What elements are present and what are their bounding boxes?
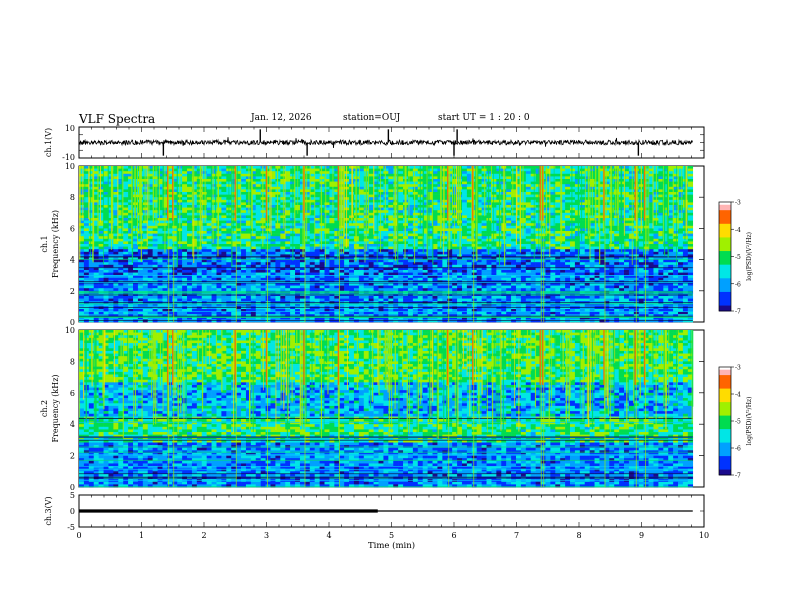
ch1-ytick-label: -10 [62,153,75,162]
spec2-horizontal-lines [79,416,693,488]
spec1-ylabel-channel: ch.1 [40,235,49,252]
colorbar2-tick-label: -7 [735,473,741,480]
spec1-cells [79,166,694,323]
spec2-ylabel-channel: ch.2 [40,400,49,417]
spec2-ytick-label: 10 [65,326,75,335]
colorbar1-tick-label: -6 [735,281,741,288]
spec1-bursts [79,166,688,322]
x-tick-label: 3 [264,531,269,540]
colorbar2-label: log(PSD)(V²/Hz) [746,397,753,446]
ch1-waveform-line [78,137,693,149]
colorbar1-tick-label: -5 [735,254,741,261]
x-tick-label: 4 [326,531,331,540]
colorbar2-tick-label: -3 [735,365,741,372]
x-tick-label: 8 [576,531,581,540]
spec1-ytick-label: 10 [65,162,75,171]
x-tick-label: 5 [389,531,394,540]
spec1-ytick-label: 0 [70,318,75,327]
spec1-ytick-label: 6 [70,224,75,233]
spec2-ytick-label: 8 [70,357,75,366]
spec2-ylabel-frequency: Frequency (kHz) [51,374,60,442]
colorbar2-tick-label: -4 [735,392,741,399]
ch2-spectrogram-panel: 0 2 4 6 8 10 ch.2 Frequency (kHz) [40,326,705,492]
x-tick-label: 10 [699,531,709,540]
colorbar1-label: log(PSD)(V²/Hz) [746,232,753,281]
colorbar1-tick-label: -7 [735,309,741,316]
spec2-ytick-label: 2 [70,452,75,461]
spec2-ytick-label: 4 [70,420,75,429]
ch3-ytick-label: 5 [70,491,75,500]
x-tick-label: 0 [76,531,81,540]
ch1-spectrogram-panel: 0 2 4 6 8 10 ch.1 Frequency (kHz) [40,162,705,327]
ch3-ytick-label: 0 [70,507,75,516]
ch1-ytick-label: 10 [65,124,75,133]
ch3-ylabel: ch.3(V) [44,496,53,525]
spec2-bursts [79,330,694,487]
chart-title: VLF Spectra [79,112,156,126]
ch1-colorbar: -3 -4 -5 -6 -7 log(PSD)(V²/Hz) [718,200,753,316]
ch3-ytick-label: -5 [67,523,75,532]
spec1-ytick-label: 4 [70,256,75,265]
ch2-colorbar: -3 -4 -5 -6 -7 log(PSD)(V²/Hz) [718,365,753,480]
x-axis-label: Time (min) [368,540,415,551]
x-tick-label: 2 [201,531,206,540]
spec1-ytick-label: 8 [70,193,75,202]
spec1-ytick-label: 2 [70,287,75,296]
spec1-horizontal-lines [79,256,693,321]
colorbar2-tick-label: -6 [735,446,741,453]
spec1-ylabel-frequency: Frequency (kHz) [51,210,60,278]
date-label: Jan. 12, 2026 [251,113,312,123]
spec2-ytick-label: 6 [70,389,75,398]
ch1-waveform-panel: 10 -10 ch.1(V) [44,124,705,162]
spec2-ytick-label: 0 [70,483,75,492]
start-time-label: start UT = 1 : 20 : 0 [438,113,530,123]
x-tick-label: 1 [139,531,144,540]
x-tick-label: 6 [451,531,456,540]
ch1-ylabel: ch.1(V) [44,128,53,157]
x-tick-label: 9 [639,531,644,540]
colorbar1-tick-label: -3 [735,200,741,207]
colorbar2-tick-label: -5 [735,419,741,426]
station-label: station=OUJ [343,113,401,123]
x-tick-label: 7 [514,531,519,540]
colorbar1-tick-label: -4 [735,227,741,234]
